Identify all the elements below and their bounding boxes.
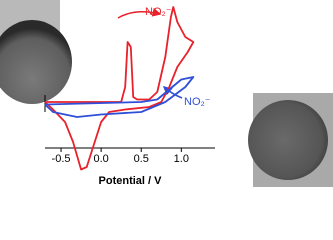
cv-curve bbox=[44, 76, 195, 118]
tem-image-right bbox=[248, 93, 333, 187]
page: NO₂⁻ NO₂⁻ Potential / V -0.50.00.51.0 ((… bbox=[0, 0, 333, 189]
x-tick-label: 1.0 bbox=[174, 153, 189, 165]
annotation: NO₂⁻ bbox=[184, 96, 211, 108]
x-tick-label: 0.0 bbox=[93, 153, 108, 165]
tem-image-left bbox=[0, 0, 72, 104]
arrow bbox=[117, 7, 162, 19]
arrow bbox=[162, 86, 183, 99]
x-axis-label: Potential / V bbox=[99, 175, 163, 187]
x-tick-label: -0.5 bbox=[52, 153, 71, 165]
annotation: NO₂⁻ bbox=[145, 6, 172, 18]
x-tick-label: 0.5 bbox=[134, 153, 149, 165]
cv-curve bbox=[44, 6, 195, 171]
chart: NO₂⁻ NO₂⁻ Potential / V -0.5 0.0 0.5 1.0 bbox=[0, 0, 333, 187]
